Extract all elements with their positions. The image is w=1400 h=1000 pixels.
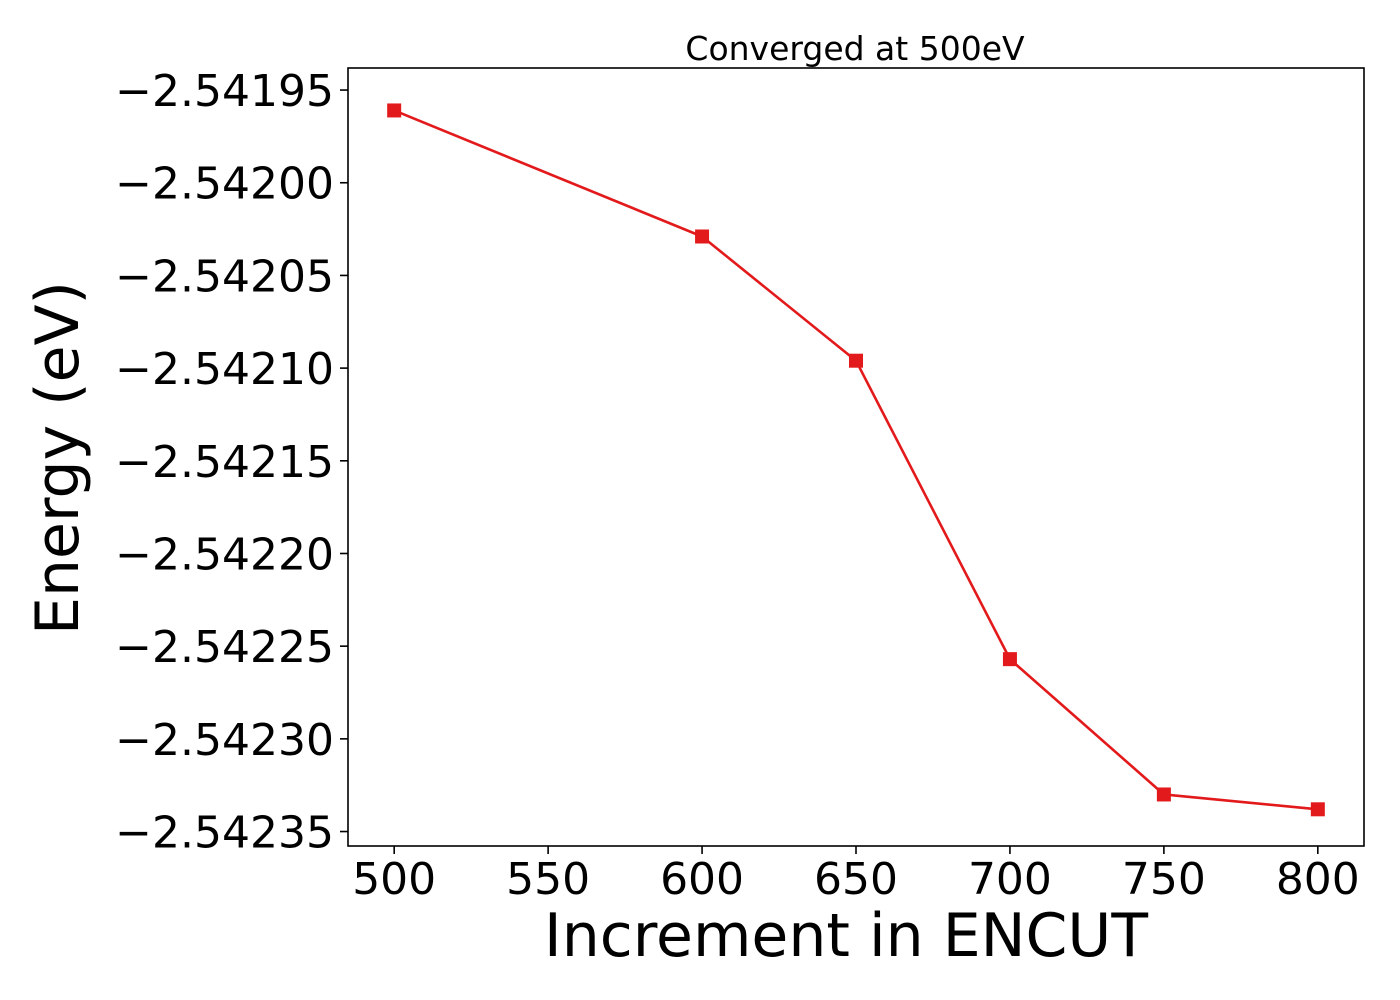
y-tick-label: −2.54205 [115, 251, 334, 302]
y-tick-label: −2.54235 [115, 808, 334, 859]
x-axis-label: Increment in ENCUT [544, 901, 1148, 971]
series-layer [387, 103, 1325, 817]
chart-title: Converged at 500eV [685, 29, 1025, 68]
x-tick-label: 750 [1122, 854, 1206, 905]
data-point-marker [1156, 787, 1171, 802]
y-tick-label: −2.54200 [115, 159, 334, 210]
x-tick-label: 600 [660, 854, 744, 905]
x-tick-label: 500 [352, 854, 436, 905]
y-tick-label: −2.54215 [115, 437, 334, 488]
y-tick-label: −2.54230 [115, 715, 334, 766]
y-axis-label: Energy (eV) [23, 281, 93, 635]
data-point-marker [387, 103, 402, 118]
y-tick-label: −2.54225 [115, 622, 334, 673]
data-point-marker [1310, 802, 1325, 817]
ticks-layer: 500 550 600 650 700 750 800 −2.54195 −2.54200 −2.… [115, 66, 1360, 905]
data-point-marker [1002, 652, 1017, 667]
data-point-marker [695, 229, 710, 244]
y-tick-label: −2.54220 [115, 529, 334, 580]
y-tick-label: −2.54210 [115, 344, 334, 395]
series-line [393, 109, 1318, 811]
plot-background [348, 68, 1364, 846]
x-tick-label: 550 [506, 854, 590, 905]
data-point-marker [849, 353, 863, 368]
x-tick-label: 800 [1276, 854, 1360, 905]
x-tick-label: 700 [968, 854, 1052, 905]
x-tick-label: 650 [814, 854, 898, 905]
plot-frame [347, 67, 1365, 847]
y-tick-label: −2.54195 [115, 66, 334, 117]
